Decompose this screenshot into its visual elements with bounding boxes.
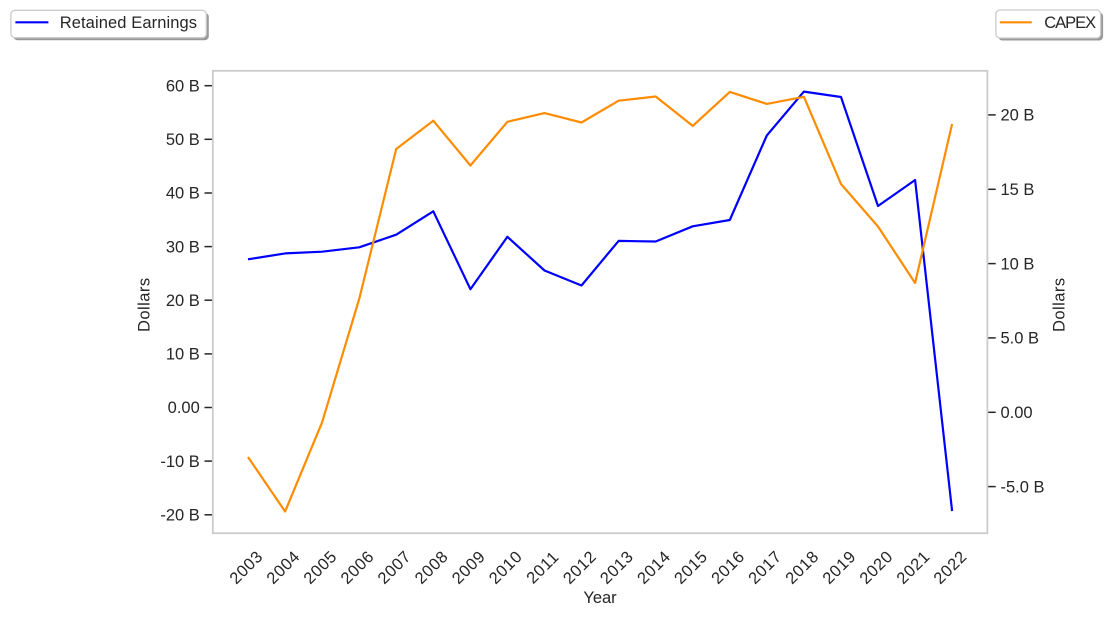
svg-text:2021: 2021 (893, 548, 933, 588)
svg-text:2009: 2009 (449, 548, 489, 588)
svg-text:-10 B: -10 B (160, 453, 199, 471)
svg-text:Year: Year (583, 589, 617, 607)
svg-text:20 B: 20 B (1001, 107, 1035, 125)
svg-text:2018: 2018 (782, 548, 822, 588)
svg-text:2005: 2005 (300, 548, 340, 588)
svg-text:10 B: 10 B (166, 346, 200, 364)
svg-text:-5.0 B: -5.0 B (1001, 478, 1045, 496)
svg-text:2014: 2014 (634, 548, 674, 588)
svg-text:-20 B: -20 B (160, 507, 199, 525)
svg-text:2013: 2013 (597, 548, 637, 588)
svg-text:2007: 2007 (375, 548, 415, 588)
svg-text:2020: 2020 (856, 548, 896, 588)
svg-text:Dollars: Dollars (1050, 277, 1068, 332)
svg-text:2008: 2008 (412, 548, 452, 588)
svg-text:CAPEX: CAPEX (1044, 14, 1096, 32)
svg-text:2006: 2006 (338, 548, 378, 588)
svg-text:60 B: 60 B (166, 77, 200, 95)
svg-text:2011: 2011 (523, 548, 563, 588)
svg-text:2012: 2012 (560, 548, 600, 588)
svg-text:2017: 2017 (745, 548, 785, 588)
svg-text:50 B: 50 B (166, 131, 200, 149)
svg-text:10 B: 10 B (1001, 255, 1035, 273)
svg-text:2022: 2022 (930, 548, 970, 588)
svg-text:0.00: 0.00 (1001, 404, 1033, 422)
svg-text:40 B: 40 B (166, 185, 200, 203)
svg-text:2004: 2004 (263, 548, 303, 588)
svg-text:2015: 2015 (671, 548, 711, 588)
svg-text:30 B: 30 B (166, 238, 200, 256)
svg-text:2003: 2003 (226, 548, 266, 588)
svg-text:20 B: 20 B (166, 292, 200, 310)
svg-text:2019: 2019 (819, 548, 859, 588)
svg-text:5.0 B: 5.0 B (1001, 330, 1040, 348)
svg-text:2016: 2016 (708, 548, 748, 588)
svg-text:2010: 2010 (486, 548, 526, 588)
svg-text:Dollars: Dollars (135, 277, 153, 332)
svg-text:Retained Earnings: Retained Earnings (60, 14, 197, 32)
svg-text:15 B: 15 B (1001, 181, 1035, 199)
svg-text:0.00: 0.00 (168, 399, 200, 417)
